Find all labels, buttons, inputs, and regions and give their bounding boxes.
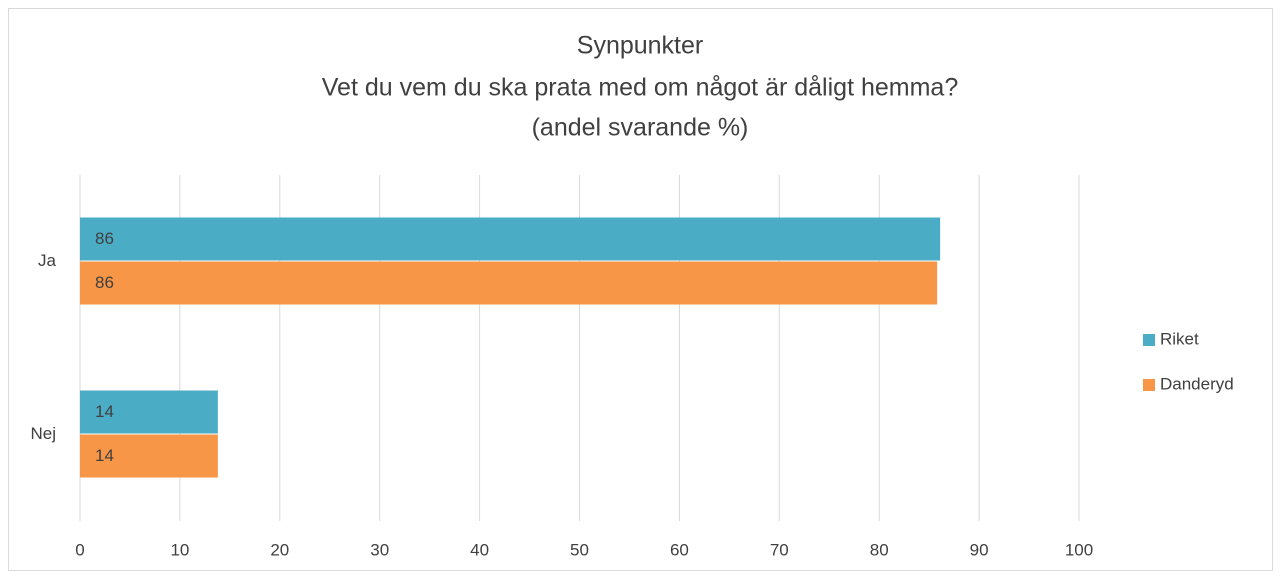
x-tick-label: 10 xyxy=(170,540,189,559)
x-tick-label: 30 xyxy=(370,540,389,559)
bar xyxy=(80,261,938,305)
bar xyxy=(80,217,941,261)
y-tick-label: Ja xyxy=(38,251,57,270)
legend-label: Danderyd xyxy=(1160,374,1234,393)
x-tick-label: 90 xyxy=(970,540,989,559)
x-tick-label: 0 xyxy=(75,540,84,559)
bar xyxy=(80,434,218,478)
data-label: 14 xyxy=(95,446,114,465)
x-tick-label: 20 xyxy=(270,540,289,559)
chart-title: Vet du vem du ska prata med om något är … xyxy=(322,74,958,102)
chart-title: Synpunkter xyxy=(577,32,703,60)
x-tick-label: 50 xyxy=(570,540,589,559)
legend-swatch xyxy=(1143,379,1155,391)
x-tick-label: 60 xyxy=(670,540,689,559)
x-tick-label: 70 xyxy=(770,540,789,559)
x-tick-label: 80 xyxy=(870,540,889,559)
y-tick-label: Nej xyxy=(30,424,56,443)
chart-title: (andel svarande %) xyxy=(532,114,749,142)
x-tick-label: 40 xyxy=(470,540,489,559)
data-label: 14 xyxy=(95,402,114,421)
legend-label: Riket xyxy=(1160,329,1199,348)
data-label: 86 xyxy=(95,273,114,292)
data-label: 86 xyxy=(95,229,114,248)
bar xyxy=(80,390,218,434)
legend-swatch xyxy=(1143,334,1155,346)
x-tick-label: 100 xyxy=(1065,540,1093,559)
